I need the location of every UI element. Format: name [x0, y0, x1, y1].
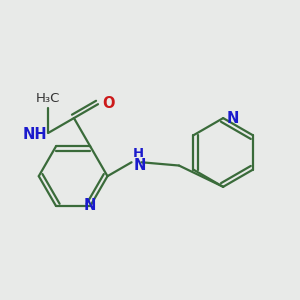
- Text: N: N: [226, 111, 239, 126]
- Text: N: N: [84, 198, 97, 213]
- Text: H₃C: H₃C: [36, 92, 61, 105]
- Text: NH: NH: [22, 127, 47, 142]
- Text: N: N: [133, 158, 145, 173]
- Text: H: H: [133, 147, 144, 160]
- Text: O: O: [102, 96, 114, 111]
